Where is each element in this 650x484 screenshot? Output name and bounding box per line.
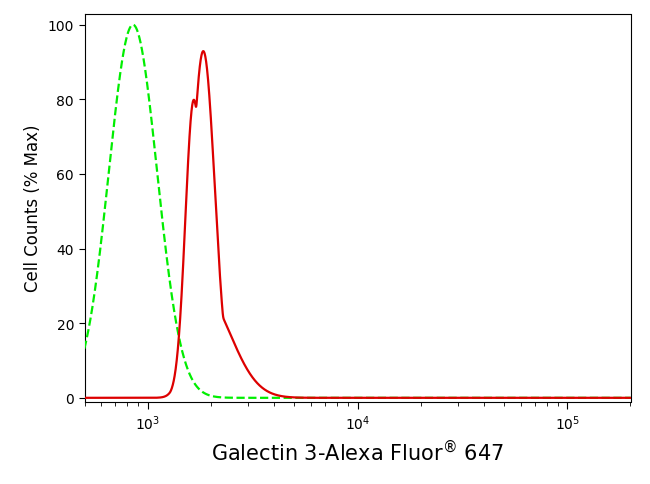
Y-axis label: Cell Counts (% Max): Cell Counts (% Max) — [24, 124, 42, 292]
X-axis label: Galectin 3-Alexa Fluor$^{\mathregular{\circledR}}$ 647: Galectin 3-Alexa Fluor$^{\mathregular{\c… — [211, 438, 504, 464]
